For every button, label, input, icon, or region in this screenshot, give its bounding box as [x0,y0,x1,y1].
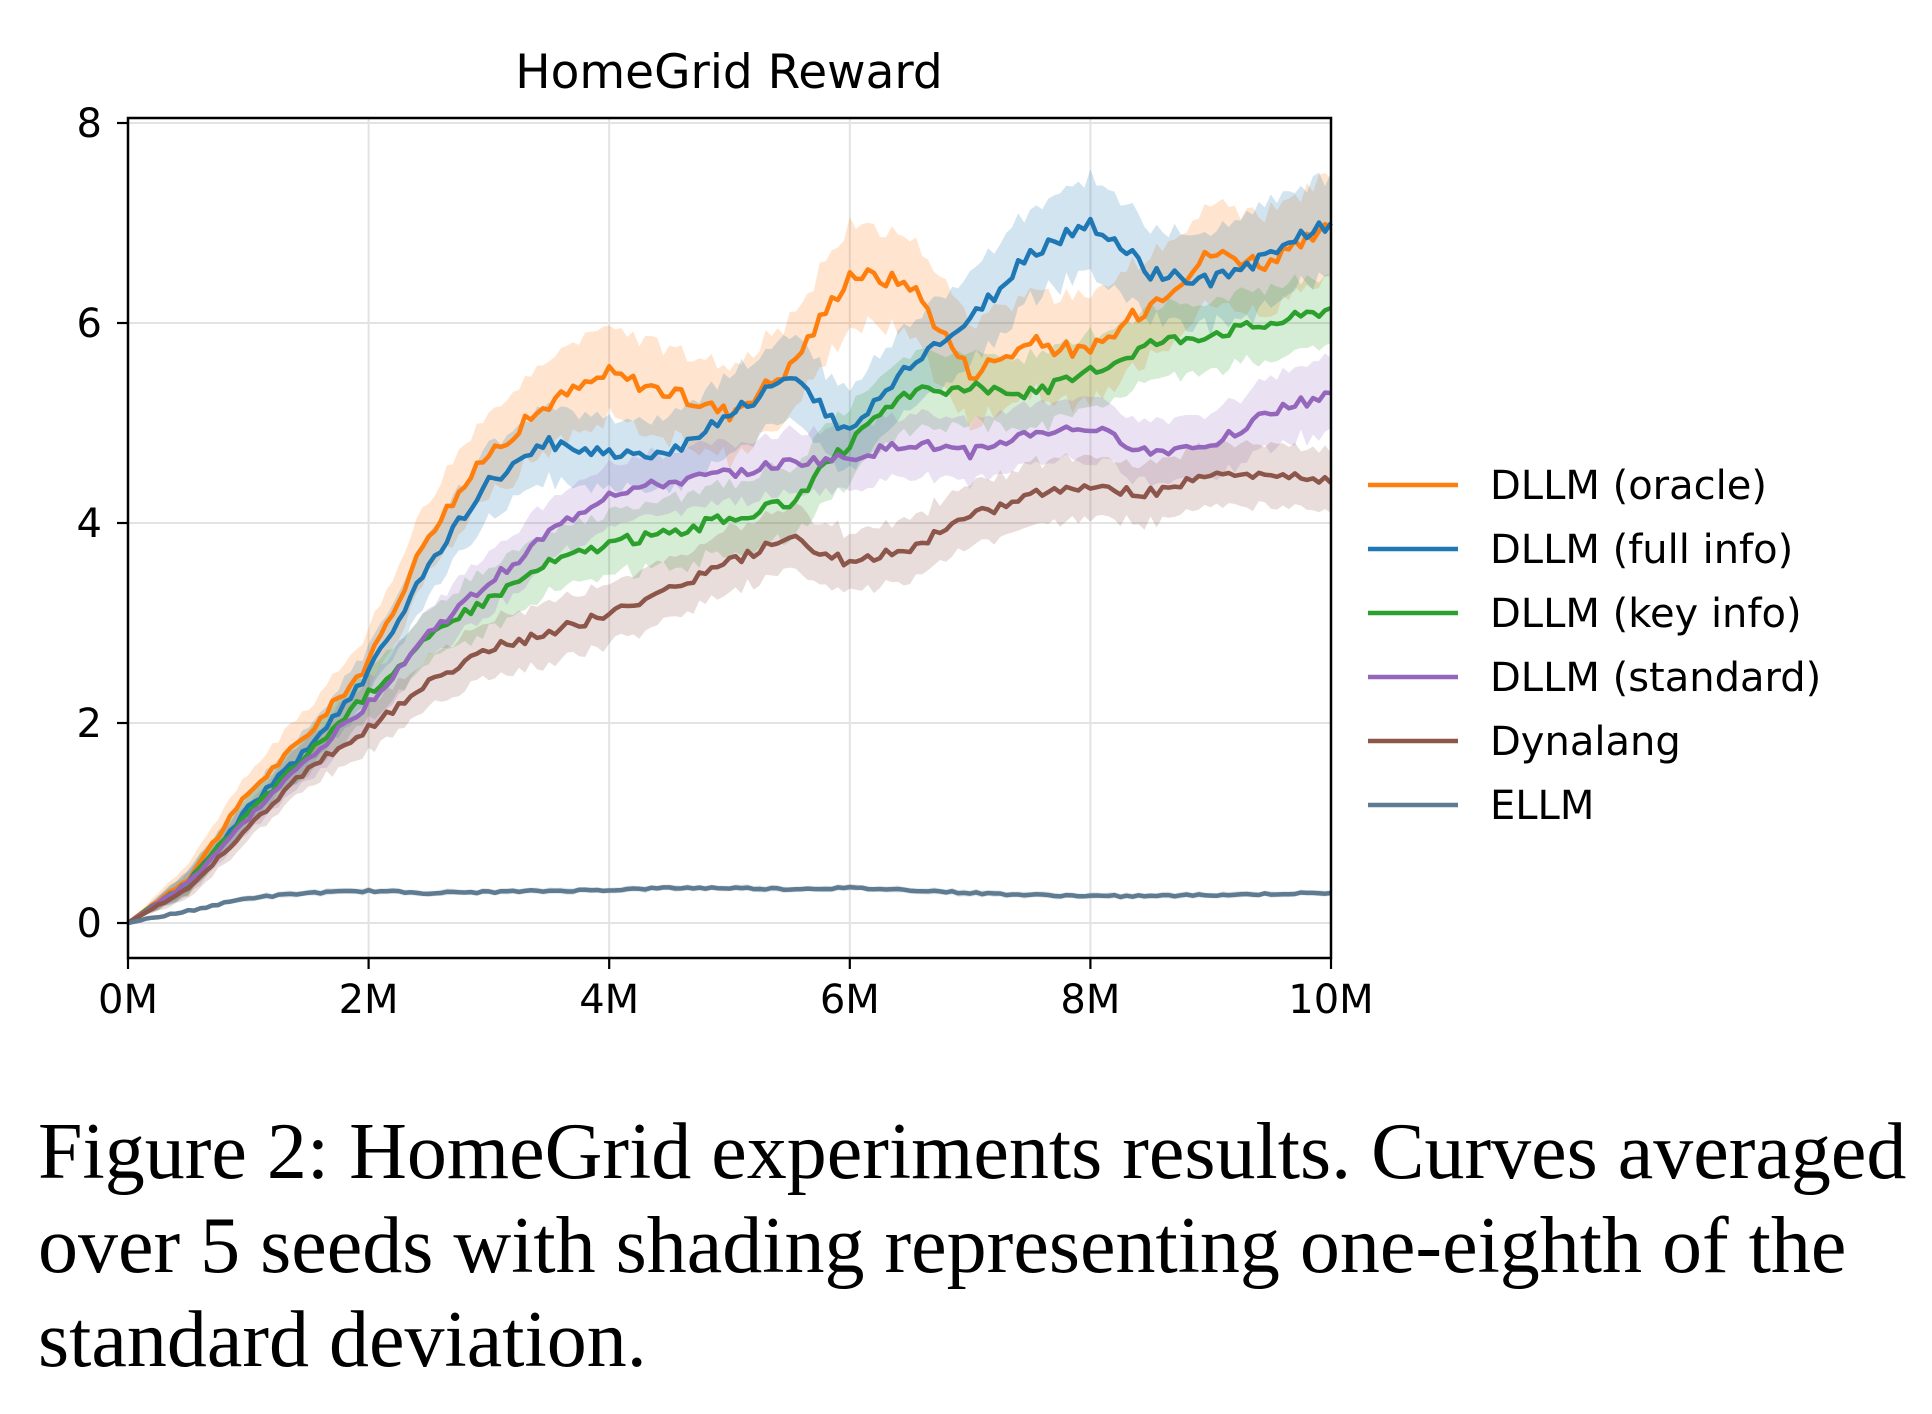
std-band [128,169,1331,924]
y-tick-label: 0 [77,901,102,947]
series-line [126,305,1332,925]
series-lines [126,216,1333,926]
legend-label: DLLM (oracle) [1490,463,1767,509]
homegrid-reward-chart: HomeGrid Reward 0M 2M 4M 6M 8M 10M 0 2 4 6 8 DLLM … [77,45,1822,1023]
axes: 0M 2M 4M 6M 8M 10M 0 2 4 6 8 [77,101,1374,1023]
legend: DLLM (oracle) DLLM (full info) DLLM (key i… [1368,463,1821,829]
y-tick-label: 2 [77,701,102,747]
figure-caption: Figure 2: HomeGrid experiments results. … [38,1108,1907,1384]
std-band [128,353,1331,923]
series-line [126,390,1332,925]
x-tick-label: 10M [1288,977,1373,1023]
chart-title: HomeGrid Reward [515,45,942,100]
legend-label: DLLM (standard) [1490,655,1821,701]
legend-label: DLLM (full info) [1490,527,1793,573]
series-line [127,884,1332,926]
series-line [126,470,1333,925]
y-tick-label: 8 [77,101,102,147]
x-tick-label: 4M [579,977,639,1023]
plot-area-frame [126,116,1333,960]
std-band [128,173,1331,923]
y-tick-label: 4 [77,501,102,547]
std-shading-bands [128,169,1331,924]
x-tick-label: 6M [820,977,880,1023]
series-line [126,216,1333,925]
x-tick-label: 0M [98,977,158,1023]
x-tick-label: 8M [1060,977,1120,1023]
legend-label: ELLM [1490,783,1594,829]
legend-label: DLLM (key info) [1490,591,1802,637]
x-tick-label: 2M [339,977,399,1023]
std-band [128,440,1331,923]
std-band [128,273,1331,923]
y-tick-label: 6 [77,301,102,347]
series-line [126,221,1333,925]
legend-label: Dynalang [1490,719,1681,765]
